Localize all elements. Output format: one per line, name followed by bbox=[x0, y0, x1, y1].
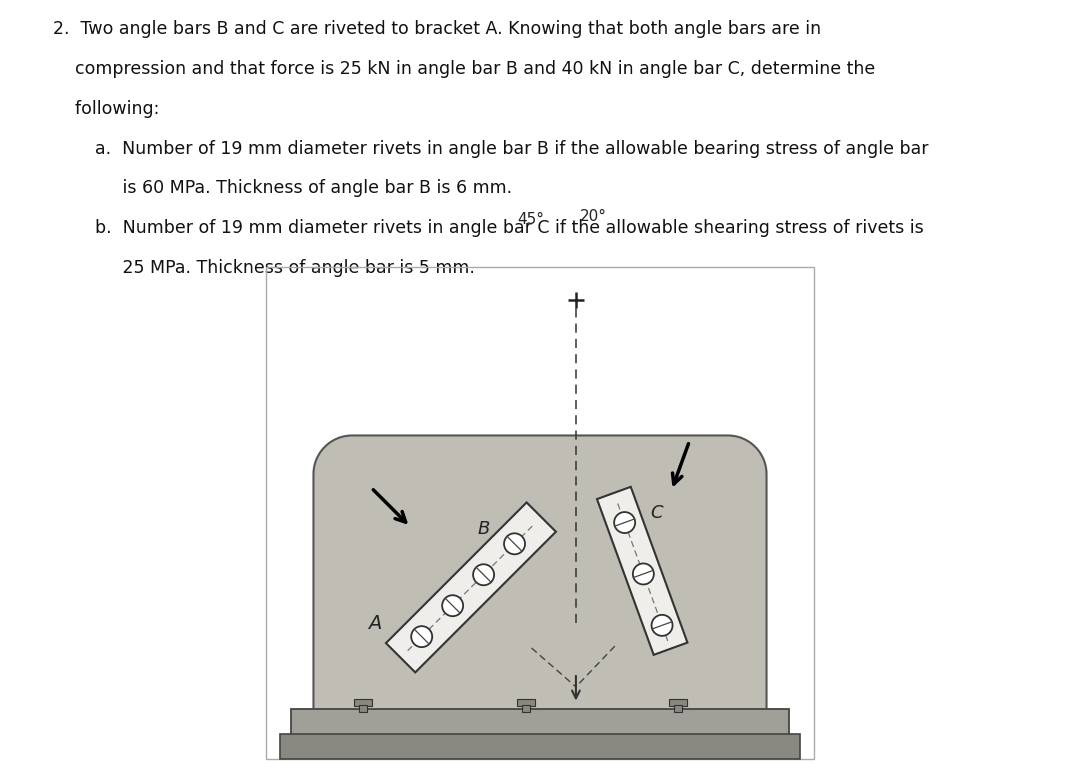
Bar bbox=[281, 733, 799, 758]
Text: A: A bbox=[367, 614, 381, 632]
Circle shape bbox=[633, 563, 653, 584]
Circle shape bbox=[473, 564, 494, 585]
Text: C: C bbox=[650, 504, 662, 522]
Text: following:: following: bbox=[53, 99, 160, 118]
Polygon shape bbox=[386, 503, 556, 672]
Text: b.  Number of 19 mm diameter rivets in angle bar C if the allowable shearing str: b. Number of 19 mm diameter rivets in an… bbox=[95, 219, 924, 237]
Bar bbox=[523, 705, 530, 712]
Circle shape bbox=[504, 533, 525, 554]
Text: 2.  Two angle bars B and C are riveted to bracket A. Knowing that both angle bar: 2. Two angle bars B and C are riveted to… bbox=[53, 20, 822, 38]
Text: is 60 MPa. Thickness of angle bar B is 6 mm.: is 60 MPa. Thickness of angle bar B is 6… bbox=[95, 179, 512, 197]
Circle shape bbox=[442, 595, 463, 616]
Bar bbox=[292, 709, 788, 737]
Bar bbox=[517, 699, 535, 706]
Bar bbox=[354, 699, 372, 706]
Polygon shape bbox=[597, 487, 688, 655]
Circle shape bbox=[615, 512, 635, 533]
Bar bbox=[670, 699, 687, 706]
Circle shape bbox=[411, 626, 432, 647]
Polygon shape bbox=[313, 435, 767, 712]
Text: compression and that force is 25 kN in angle bar B and 40 kN in angle bar C, det: compression and that force is 25 kN in a… bbox=[53, 60, 876, 78]
Text: B: B bbox=[477, 520, 490, 538]
Bar bbox=[360, 705, 367, 712]
Bar bbox=[674, 705, 681, 712]
Circle shape bbox=[651, 615, 673, 636]
Text: 20°: 20° bbox=[580, 208, 607, 224]
Text: a.  Number of 19 mm diameter rivets in angle bar B if the allowable bearing stre: a. Number of 19 mm diameter rivets in an… bbox=[95, 140, 929, 158]
Text: 45°: 45° bbox=[517, 212, 544, 227]
Text: 25 MPa. Thickness of angle bar is 5 mm.: 25 MPa. Thickness of angle bar is 5 mm. bbox=[95, 259, 475, 277]
